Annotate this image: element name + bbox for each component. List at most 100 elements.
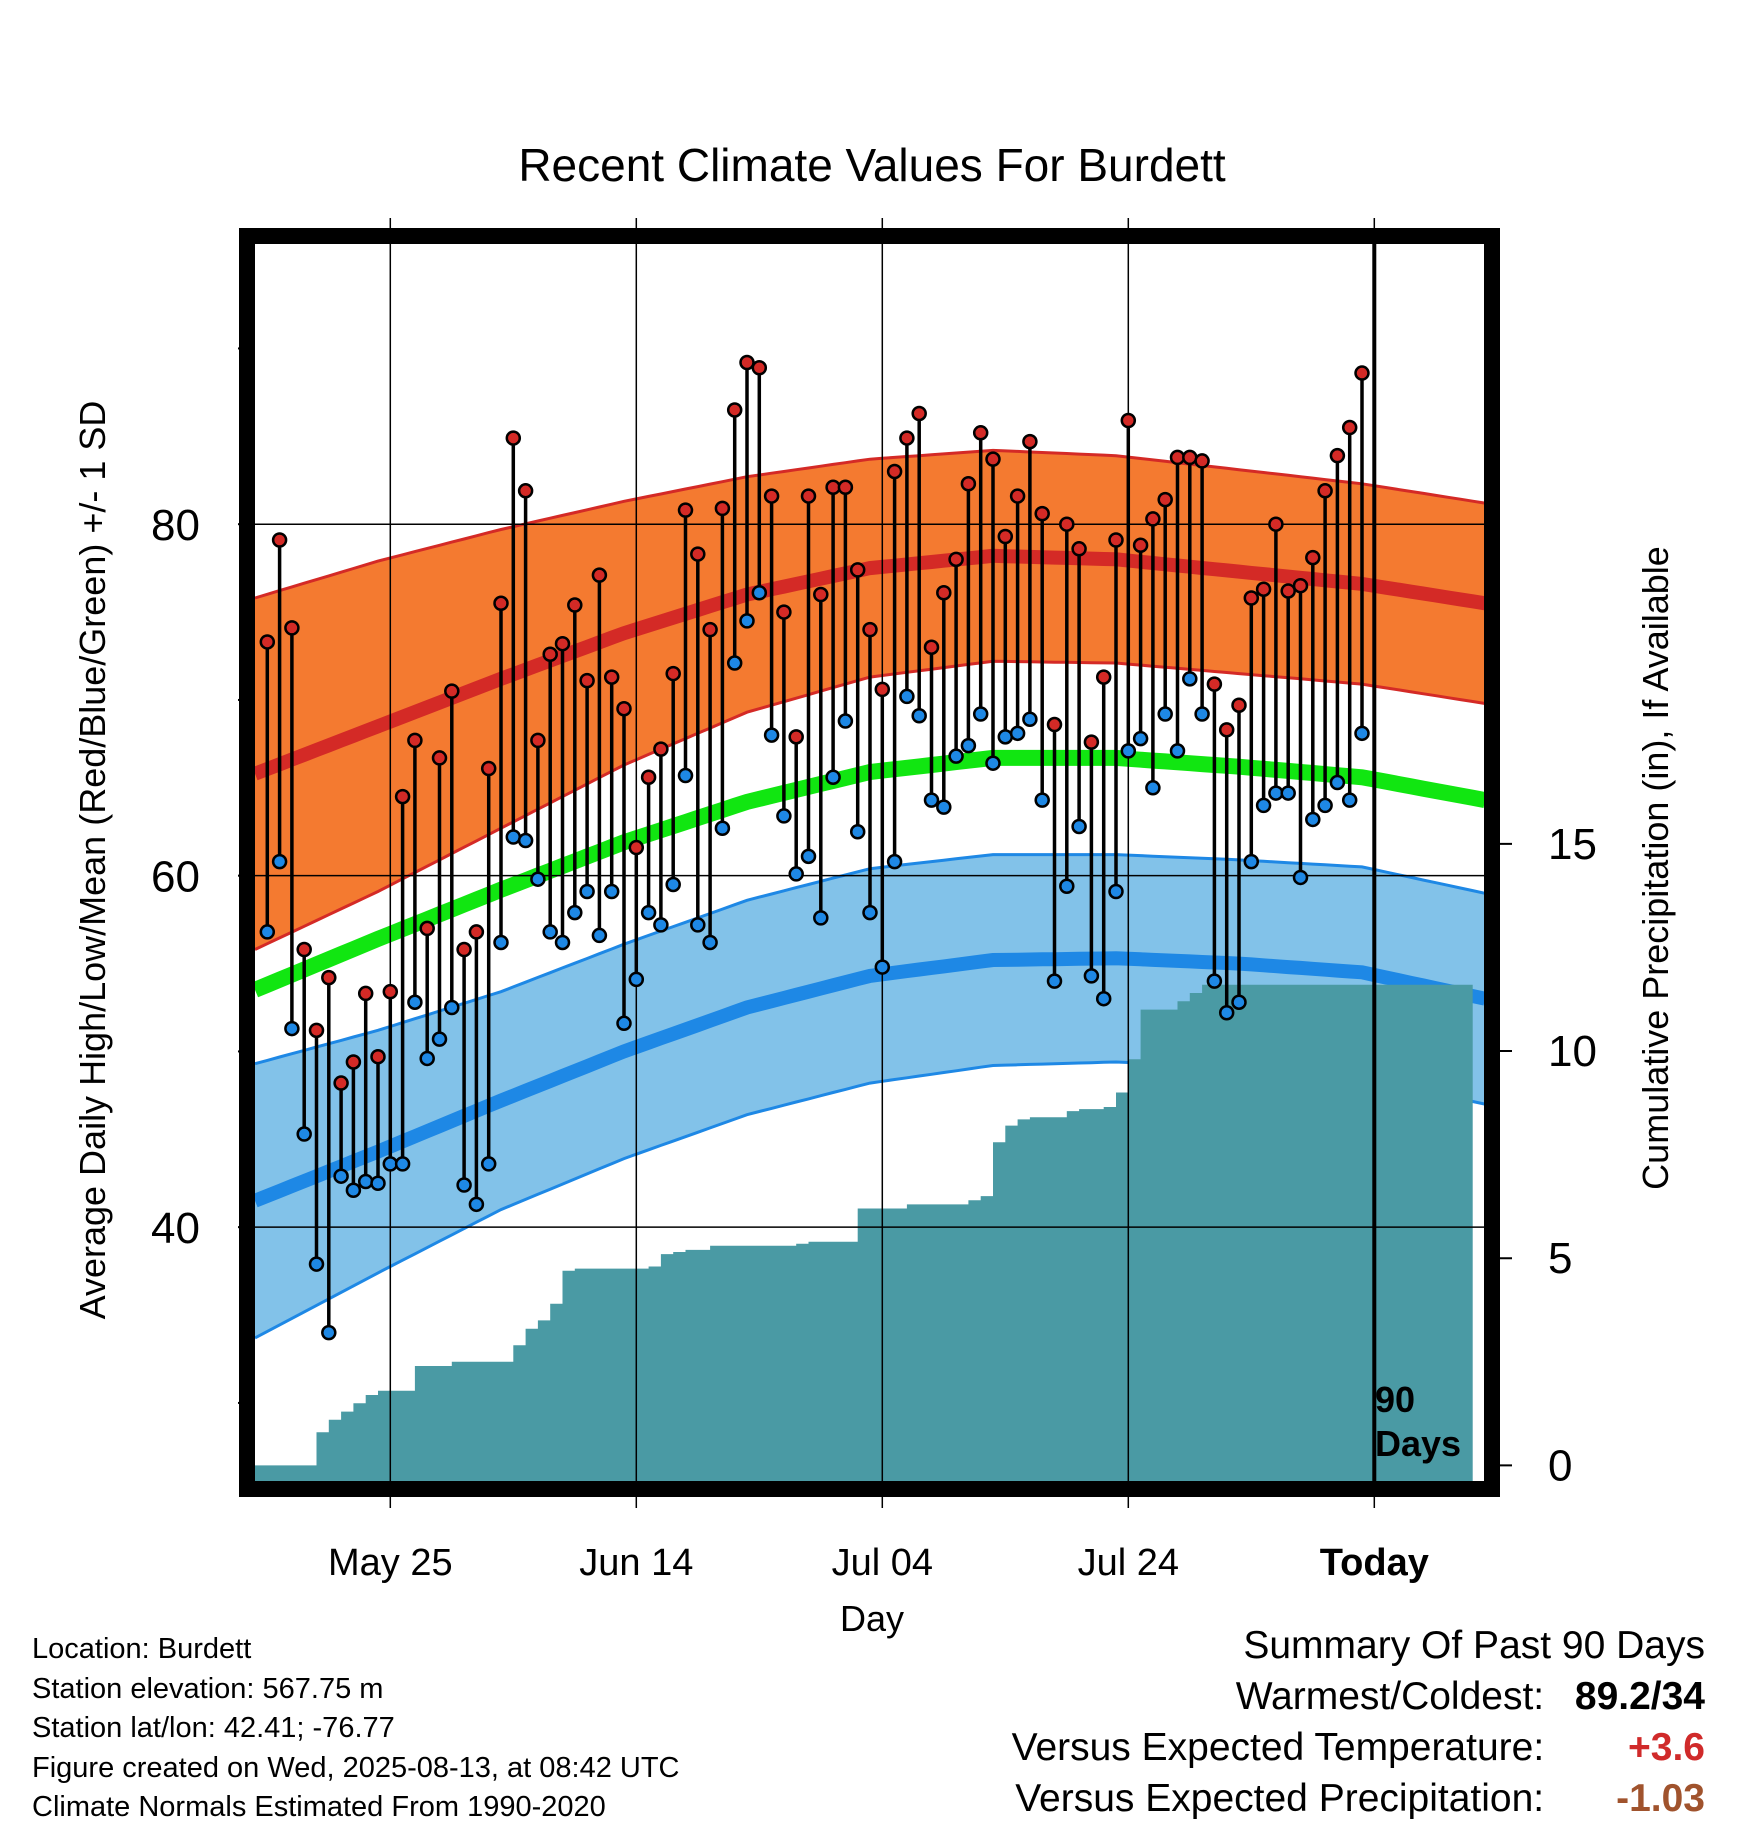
precip-anomaly-value: -1.03: [1616, 1777, 1705, 1820]
station-metadata: Location: Burdett Station elevation: 567…: [32, 1630, 680, 1828]
high-point: [960, 476, 977, 492]
y2-tick-label: 5: [1548, 1234, 1572, 1283]
high-point: [1317, 483, 1333, 499]
high-point: [886, 463, 903, 480]
high-point: [997, 528, 1014, 545]
precip-anomaly-label: Versus Expected Precipitation:: [1015, 1777, 1545, 1820]
high-point: [567, 597, 583, 613]
high-point: [554, 635, 571, 652]
high-point: [1268, 516, 1284, 532]
low-point: [899, 688, 915, 705]
low-point: [1145, 780, 1161, 796]
low-point: [813, 910, 829, 926]
high-point: [1255, 581, 1272, 597]
high-point: [972, 425, 989, 441]
high-point: [714, 500, 731, 517]
high-point: [579, 672, 595, 689]
low-point: [702, 934, 718, 951]
high-point: [1329, 447, 1346, 464]
low-point: [960, 737, 977, 754]
warmest-label: Warmest/Coldest:: [1235, 1675, 1545, 1718]
temp-anomaly-label: Versus Expected Temperature:: [1011, 1726, 1545, 1769]
low-point: [1329, 774, 1346, 791]
low-point: [1095, 990, 1112, 1007]
high-point: [1206, 676, 1223, 692]
high-point: [1194, 453, 1210, 469]
precipitation-area: [255, 984, 1473, 1482]
low-point: [505, 829, 522, 845]
low-point: [1341, 792, 1358, 808]
precip-area-fill: [255, 984, 1473, 1482]
warmest-value: 89.2/34: [1574, 1675, 1705, 1718]
low-point: [849, 823, 866, 840]
today-label-line2: Days: [1375, 1423, 1461, 1464]
summary-temp-row: Versus Expected Temperature: +3.6: [1012, 1722, 1705, 1773]
low-point: [1194, 706, 1210, 722]
high-point: [591, 567, 608, 583]
low-point: [1169, 743, 1186, 759]
high-point: [690, 546, 706, 562]
high-point: [665, 665, 681, 682]
high-point: [308, 1022, 325, 1039]
low-point: [653, 917, 669, 933]
low-point: [259, 924, 276, 940]
axes: 40 60 80 0 5 10 15 May 25 Jun 14 Jul 04 Jul 24 Toda…: [151, 228, 1597, 1584]
low-point: [284, 1020, 300, 1037]
high-upper-edge: [254, 448, 1486, 600]
high-point: [1132, 537, 1149, 554]
low-sd-band: [255, 854, 1485, 1338]
y2-tick-label: 0: [1548, 1441, 1572, 1490]
elevation-text: Station elevation: 567.75 m: [32, 1672, 384, 1705]
low-point: [1231, 994, 1247, 1010]
high-point: [394, 788, 411, 805]
low-point: [603, 883, 620, 900]
low-point: [542, 924, 558, 940]
high-point: [468, 924, 485, 940]
plot-frame: [239, 228, 1500, 1497]
high-point: [948, 551, 964, 568]
low-point: [554, 934, 571, 951]
latlon-text: Station lat/lon: 42.41; -76.77: [32, 1712, 395, 1744]
low-point: [1317, 797, 1333, 814]
high-point: [530, 732, 546, 749]
high-point: [603, 669, 620, 685]
low-point: [1046, 973, 1063, 989]
low-point: [640, 904, 657, 921]
daily-points: [259, 354, 1370, 1341]
high-point: [800, 488, 817, 504]
high-point: [985, 451, 1001, 467]
high-point: [382, 983, 399, 1000]
low-point: [665, 876, 681, 893]
high-point: [493, 595, 509, 612]
high-point: [776, 604, 792, 620]
low-point: [874, 959, 891, 975]
low-point: [517, 832, 534, 849]
low-point: [591, 927, 608, 944]
high-point: [1243, 590, 1260, 606]
high-point: [333, 1075, 349, 1091]
low-point: [407, 994, 423, 1010]
low-point: [985, 755, 1001, 771]
location-text: Location: Burdett: [32, 1633, 252, 1665]
high-point: [357, 985, 374, 1002]
low-point: [1071, 818, 1087, 835]
high-point: [702, 621, 718, 638]
high-point: [456, 941, 472, 958]
high-point: [1218, 722, 1235, 738]
low-point: [886, 853, 903, 870]
low-point: [419, 1050, 435, 1067]
high-point: [813, 586, 829, 603]
low-point: [911, 708, 927, 724]
high-point: [739, 354, 755, 371]
high-point: [284, 620, 300, 636]
x-tick-label: Jun 14: [579, 1542, 693, 1584]
high-point: [1145, 511, 1161, 527]
chart-title: Recent Climate Values For Burdett: [518, 139, 1226, 191]
low-point: [1009, 725, 1026, 742]
low-point: [936, 799, 952, 815]
high-point: [849, 562, 866, 578]
high-point: [480, 760, 497, 777]
low-point: [1218, 1005, 1235, 1021]
high-point: [1280, 583, 1296, 599]
